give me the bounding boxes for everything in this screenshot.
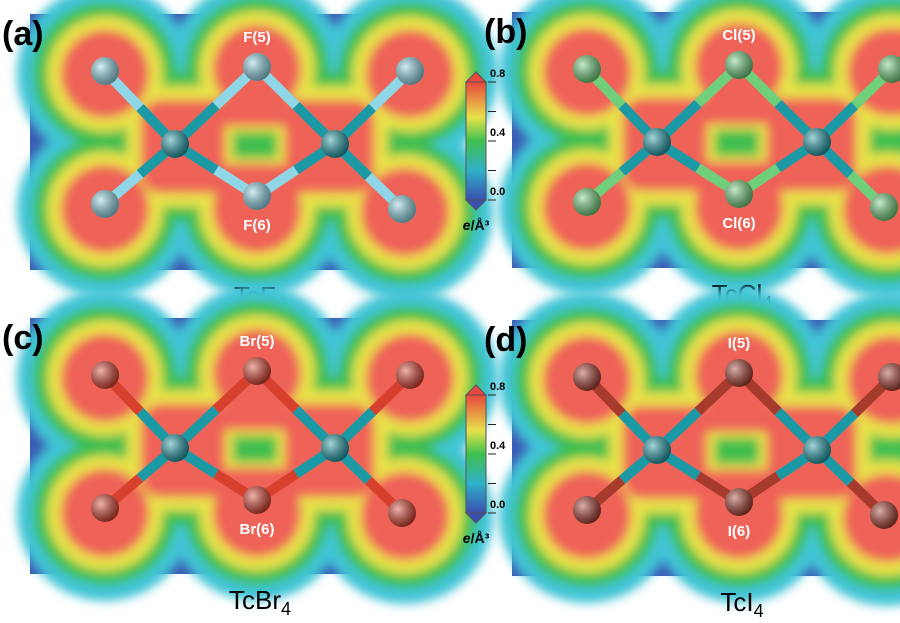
formula-base: TcI (720, 587, 753, 617)
shade (321, 434, 349, 462)
atom-label: I(5) (728, 335, 751, 352)
shade (725, 488, 753, 516)
unit-rest: /Å³ (471, 217, 490, 233)
shade (91, 190, 119, 218)
unit-variable: e (463, 530, 471, 546)
elf-panel: Cl(5) Cl(6) (499, 0, 900, 298)
contour-hole (233, 436, 277, 462)
elf-panel: I(5) I(6) (499, 287, 900, 606)
atom-label: Br(5) (239, 333, 274, 350)
colorbar-tick-label: 0.8 (490, 68, 505, 80)
shade (91, 361, 119, 389)
shade (725, 359, 753, 387)
shade (396, 57, 424, 85)
shade (643, 436, 671, 464)
shade (573, 496, 601, 524)
atom-label: F(5) (243, 29, 271, 46)
shade (573, 363, 601, 391)
formula-subscript: 4 (281, 599, 291, 618)
shade (870, 193, 898, 221)
figure: F(5)F(6)(a)TcF4Cl(5)Cl(6)(b)TcCl4Br(5)Br… (0, 0, 900, 618)
shade (161, 130, 189, 158)
panel-tag: (d) (484, 321, 527, 359)
shade (870, 501, 898, 529)
colorbar-tick-label: 0.4 (490, 440, 506, 452)
contour-hole (715, 130, 759, 156)
shade (573, 188, 601, 216)
contour-hole (715, 438, 759, 464)
atom-label: I(6) (728, 523, 751, 540)
unit-rest: /Å³ (471, 530, 490, 546)
shade (643, 128, 671, 156)
colorbar-unit: e/Å³ (463, 530, 490, 546)
elf-panel: Br(5) Br(6) (17, 285, 498, 604)
shade (803, 436, 831, 464)
panel-tag: (a) (2, 15, 44, 53)
elf-contours (499, 287, 900, 606)
shade (243, 53, 271, 81)
shade (243, 486, 271, 514)
atom-label: Cl(6) (722, 215, 755, 232)
shade (573, 55, 601, 83)
shade (725, 51, 753, 79)
atom-label: Cl(5) (722, 27, 755, 44)
shade (243, 357, 271, 385)
colorbar-tick-label: 0.4 (490, 127, 506, 139)
shade (91, 494, 119, 522)
atom-label: Br(6) (239, 521, 274, 538)
shade (321, 130, 349, 158)
shade (91, 57, 119, 85)
elf-contours (499, 0, 900, 298)
shade (388, 499, 416, 527)
panel-tag: (c) (2, 319, 44, 357)
shade (388, 195, 416, 223)
colorbar-tick-label: 0.0 (490, 499, 505, 511)
colorbar-fill (466, 82, 486, 200)
colorbar-fill (466, 395, 486, 513)
formula-subscript: 4 (754, 601, 764, 618)
elf-panel: F(5) F(6) (17, 0, 498, 300)
colorbar-tick-label: 0.8 (490, 381, 505, 393)
unit-variable: e (463, 217, 471, 233)
contour-hole (233, 132, 277, 158)
panel-tag: (b) (484, 13, 527, 51)
shade (161, 434, 189, 462)
shade (243, 182, 271, 210)
formula-base: TcBr (229, 585, 281, 615)
shade (396, 361, 424, 389)
atom-label: F(6) (243, 217, 271, 234)
colorbar-tick-label: 0.0 (490, 186, 505, 198)
colorbar-unit: e/Å³ (463, 217, 490, 233)
shade (725, 180, 753, 208)
shade (803, 128, 831, 156)
